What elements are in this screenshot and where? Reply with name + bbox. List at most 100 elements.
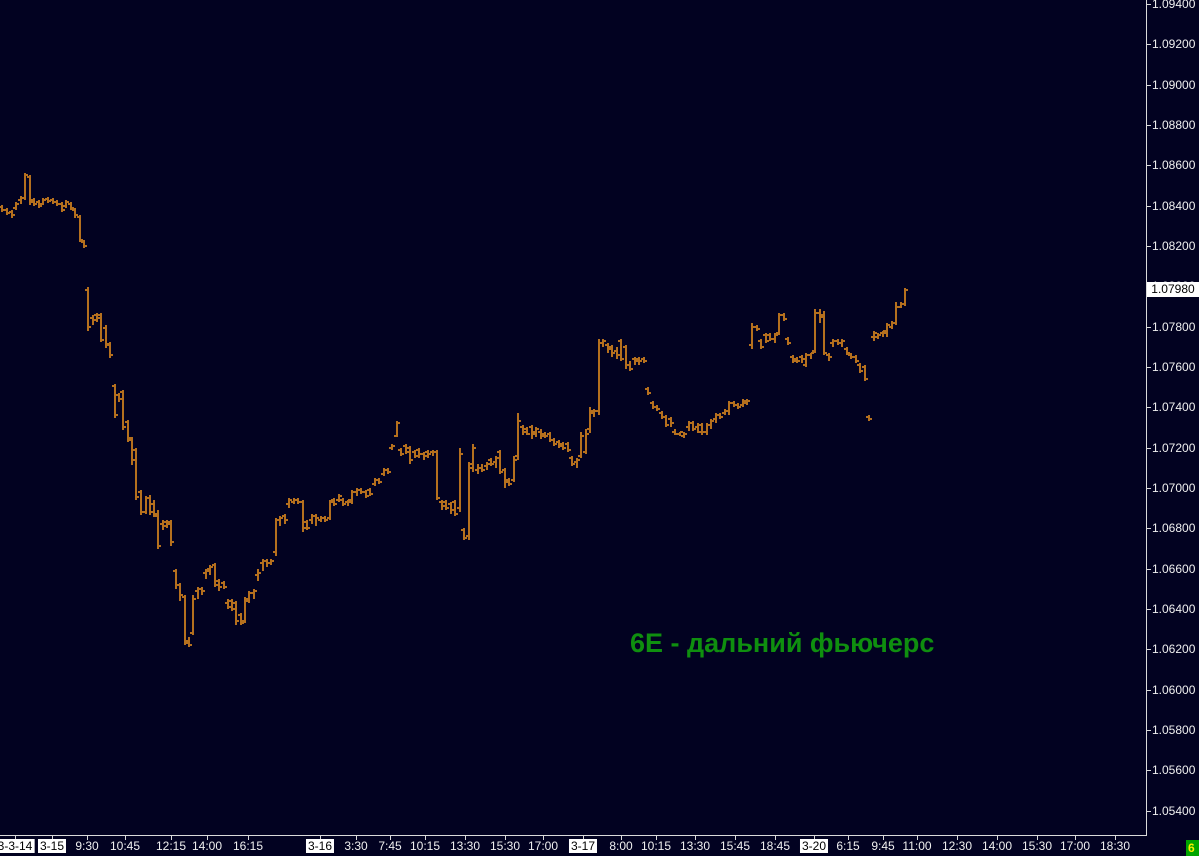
price-tick xyxy=(1146,125,1151,126)
time-tick xyxy=(883,836,884,840)
time-tick xyxy=(125,836,126,840)
time-tick xyxy=(848,836,849,840)
time-tick xyxy=(917,836,918,840)
price-tick-label: 1.09200 xyxy=(1152,37,1196,52)
time-tick xyxy=(735,836,736,840)
price-tick-label: 1.09400 xyxy=(1152,0,1196,11)
time-tick xyxy=(87,836,88,840)
price-tick-label: 1.05600 xyxy=(1152,763,1196,778)
time-tick-label: 14:00 xyxy=(981,839,1013,853)
price-tick xyxy=(1146,770,1151,772)
time-tick xyxy=(1037,836,1038,840)
price-tick-label: 1.05800 xyxy=(1152,722,1196,737)
time-day-label: 3-16 xyxy=(305,839,335,853)
time-tick-label: 10:15 xyxy=(640,839,672,853)
price-tick-label: 1.07000 xyxy=(1152,480,1196,495)
price-axis[interactable]: 1.09400 1.09200 1.09000 1.08800 1.08600 1.084… xyxy=(1146,0,1199,836)
time-tick-label: 13:30 xyxy=(449,839,481,853)
time-tick xyxy=(15,836,16,840)
price-tick xyxy=(1146,4,1151,5)
price-tick-label: 1.07200 xyxy=(1152,440,1196,455)
time-tick-label: 12:30 xyxy=(941,839,973,853)
price-tick-label: 1.06200 xyxy=(1152,642,1196,657)
time-tick xyxy=(621,836,622,840)
time-tick-label: 10:45 xyxy=(109,839,141,853)
time-tick xyxy=(1075,836,1076,840)
time-tick xyxy=(814,836,815,840)
price-tick-label: 1.05400 xyxy=(1152,803,1196,818)
price-tick-label: 1.08200 xyxy=(1152,239,1196,253)
price-tick xyxy=(1146,326,1151,328)
price-tick-label: 1.08400 xyxy=(1152,198,1196,213)
time-tick xyxy=(356,836,357,840)
time-tick-label: 3:30 xyxy=(344,839,368,853)
time-tick-label: 15:45 xyxy=(719,839,751,853)
price-tick-label: 1.06400 xyxy=(1152,601,1196,616)
time-tick-label: 15:30 xyxy=(489,839,521,853)
current-price-label: 1.07980 xyxy=(1147,282,1199,297)
time-day-label: 3-3-14 xyxy=(0,839,35,853)
time-tick-label: 9:30 xyxy=(75,839,99,853)
time-tick xyxy=(248,836,249,840)
plot-area[interactable]: 6E - дальний фьючерс xyxy=(0,0,1146,835)
time-tick-label: 17:00 xyxy=(1059,839,1091,853)
price-tick xyxy=(1146,84,1151,86)
time-tick xyxy=(52,836,53,840)
price-tick xyxy=(1146,649,1151,651)
time-tick-label: 17:00 xyxy=(527,839,559,853)
price-tick xyxy=(1146,447,1151,449)
price-tick xyxy=(1146,729,1151,731)
time-tick-label: 14:00 xyxy=(191,839,223,853)
time-tick xyxy=(1115,836,1116,840)
time-tick-label: 13:30 xyxy=(679,839,711,853)
price-tick xyxy=(1146,407,1151,409)
time-day-label: 3-20 xyxy=(799,839,829,853)
price-tick xyxy=(1146,568,1151,570)
price-tick xyxy=(1146,810,1151,812)
time-tick xyxy=(465,836,466,840)
time-tick-label: 11:00 xyxy=(902,839,932,853)
price-tick xyxy=(1146,165,1151,167)
price-tick-label: 1.06800 xyxy=(1152,521,1196,536)
time-tick-label: 9:45 xyxy=(871,839,895,853)
price-tick xyxy=(1146,366,1151,368)
time-tick xyxy=(656,836,657,840)
time-tick-label: 10:15 xyxy=(409,839,441,853)
time-tick xyxy=(171,836,172,840)
time-tick-label: 18:45 xyxy=(759,839,791,853)
time-tick-label: 8:00 xyxy=(609,839,633,853)
price-tick xyxy=(1146,487,1151,489)
time-tick-label: 16:15 xyxy=(232,839,264,853)
price-axis-line xyxy=(1146,0,1147,836)
price-tick-label: 1.08800 xyxy=(1152,118,1196,132)
price-tick-label: 1.07800 xyxy=(1152,319,1196,334)
time-tick xyxy=(320,836,321,840)
price-tick xyxy=(1146,44,1151,46)
time-tick xyxy=(207,836,208,840)
time-tick-label: 7:45 xyxy=(378,839,402,853)
price-tick xyxy=(1146,246,1151,247)
price-tick-label: 1.09000 xyxy=(1152,77,1196,92)
time-tick-label: 6:15 xyxy=(836,839,860,853)
price-tick xyxy=(1146,205,1151,207)
price-tick-label: 1.06600 xyxy=(1152,561,1196,576)
time-tick xyxy=(543,836,544,840)
time-axis-line xyxy=(0,835,1147,836)
price-tick xyxy=(1146,608,1151,610)
price-tick-label: 1.06000 xyxy=(1152,682,1196,697)
time-tick xyxy=(957,836,958,840)
time-tick xyxy=(695,836,696,840)
price-tick xyxy=(1146,689,1151,691)
time-tick-label: 18:30 xyxy=(1099,839,1131,853)
time-tick xyxy=(425,836,426,840)
time-axis[interactable]: 3-3-14 3-15 9:30 10:45 12:15 14:00 16:15 3-16 3:… xyxy=(0,836,1199,856)
time-tick-label: 12:15 xyxy=(155,839,187,853)
time-tick xyxy=(997,836,998,840)
chart-watermark: 6E - дальний фьючерс xyxy=(630,628,935,658)
time-tick-label: 15:30 xyxy=(1021,839,1053,853)
price-tick-label: 1.07400 xyxy=(1152,400,1196,415)
price-tick xyxy=(1146,528,1151,530)
time-tick xyxy=(775,836,776,840)
time-tick xyxy=(583,836,584,840)
